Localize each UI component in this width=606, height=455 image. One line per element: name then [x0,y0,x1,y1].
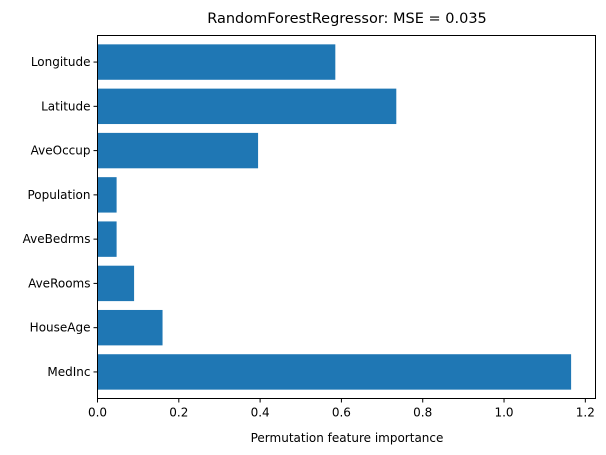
x-tick-label: 0.4 [251,406,270,420]
x-tick-label: 1.2 [576,406,595,420]
bar-houseage [97,309,163,346]
y-tick-label-medinc: MedInc [47,365,90,379]
x-tick-label: 1.0 [494,406,513,420]
bars [97,44,572,390]
x-tick-label: 0.8 [413,406,432,420]
bar-medinc [97,354,572,390]
plot-frame [97,35,596,399]
y-tick-label-averooms: AveRooms [28,276,90,290]
bar-averooms [97,265,135,302]
x-axis-ticks: 0.0 0.2 0.4 0.6 0.8 1.0 1.2 [88,398,595,420]
x-axis-label: Permutation feature importance [251,431,444,445]
x-tick-label: 0.0 [88,406,107,420]
y-tick-label-population: Population [27,188,90,202]
y-tick-label-latitude: Latitude [41,99,90,113]
bar-avebedrms [97,221,117,257]
y-tick-label-avebedrms: AveBedrms [23,232,91,246]
y-axis-ticks: MedInc HouseAge AveRooms AveBedrms Populatio… [23,55,98,379]
y-tick-label-houseage: HouseAge [30,321,91,335]
bar-aveoccup [97,132,259,169]
y-tick-label-longitude: Longitude [31,55,91,69]
bar-population [97,177,117,213]
x-tick-label: 0.6 [332,406,351,420]
bar-longitude [97,44,336,80]
chart-title: RandomForestRegressor: MSE = 0.035 [207,11,487,27]
x-tick-label: 0.2 [169,406,188,420]
bar-latitude [97,88,397,125]
y-tick-label-aveoccup: AveOccup [31,144,91,158]
